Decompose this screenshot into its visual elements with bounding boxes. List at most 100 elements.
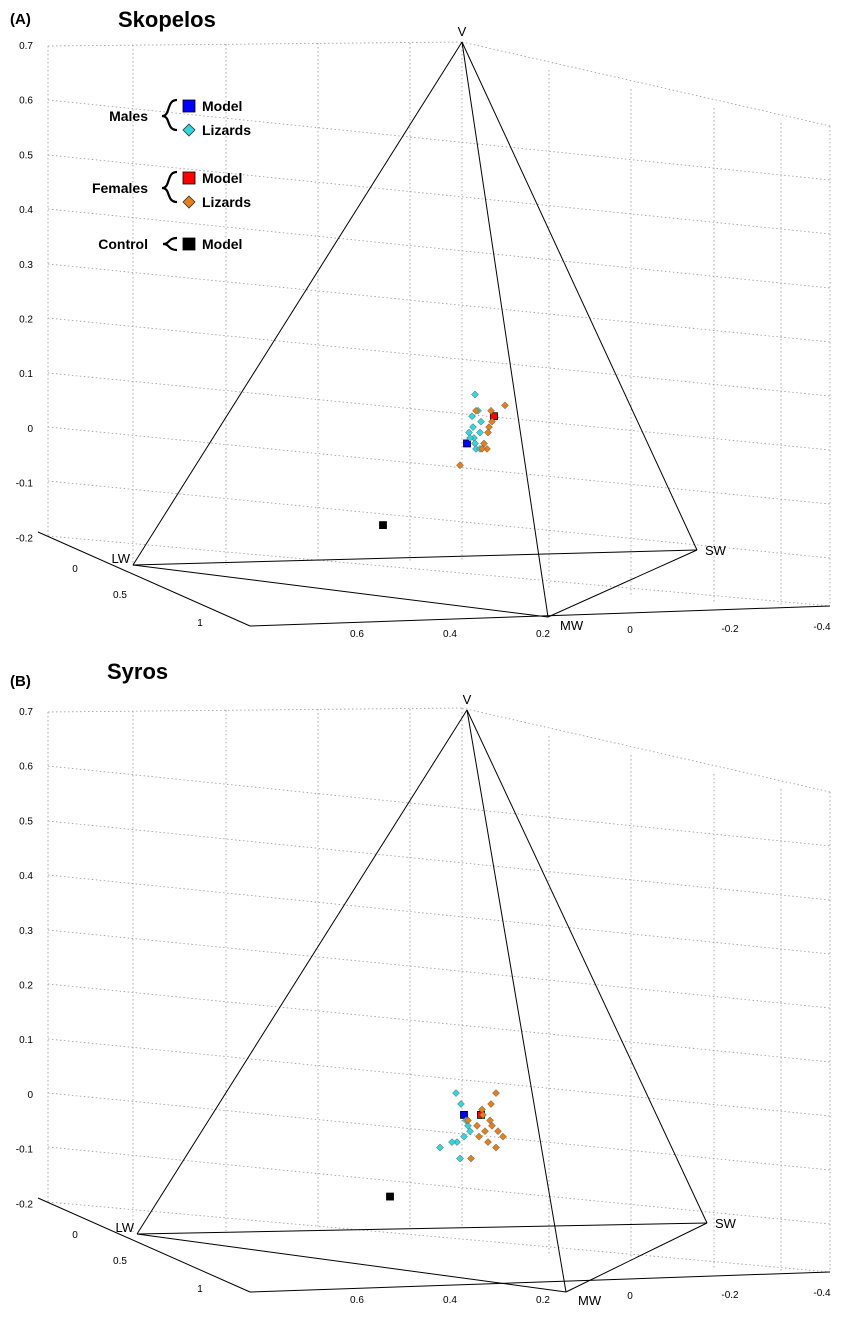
grid-line	[47, 317, 831, 397]
grid-line	[47, 765, 831, 847]
panel-label: (A)	[10, 11, 31, 28]
grid-line	[461, 41, 831, 127]
z-tick-label: 0.7	[19, 41, 33, 52]
data-point-females-lizards	[464, 1116, 472, 1125]
pyramid-edge-lw-sw	[132, 549, 698, 566]
grid-line	[47, 929, 831, 1009]
sw-axis-tick-label: -0.2	[721, 624, 739, 635]
legend-entry-label: Model	[202, 170, 242, 186]
grid-line	[461, 707, 831, 793]
panel-b-syros: 0.7 0.6 0.5 0.4 0.3 0.2 0.1 0 -0.1 -0.2 0 0.5 1 0.6 0.…	[10, 659, 831, 1308]
data-point-females-lizards	[487, 406, 495, 415]
grid-line	[47, 874, 831, 955]
z-tick-label: 0.5	[19, 150, 33, 161]
pyramid-edge-v-sw	[466, 709, 708, 1224]
grid-line	[47, 1146, 831, 1225]
data-point-males-lizards	[471, 439, 479, 448]
legend-group-label-males: Males	[109, 108, 148, 124]
grid-line	[47, 1092, 831, 1171]
vertex-label-sw: SW	[705, 543, 727, 558]
pyramid-edge-mw-sw	[547, 549, 698, 618]
z-tick-label: 0.4	[19, 871, 33, 882]
legend-marker-square	[182, 237, 196, 251]
mw-axis-tick-label: 0.2	[536, 1295, 550, 1306]
grid	[47, 41, 831, 607]
panel-title: Syros	[107, 659, 168, 684]
legend-brace	[162, 236, 178, 252]
grid-line	[47, 983, 831, 1063]
sw-axis-tick-label: 0	[627, 625, 633, 636]
pyramid-edge-v-sw	[461, 41, 698, 551]
grid-line	[47, 820, 831, 901]
pyramid-edge-lw-sw	[136, 1222, 708, 1235]
data-point-females-lizards	[480, 439, 488, 448]
floor-axis-mw	[249, 1271, 831, 1293]
z-tick-label: 0.1	[19, 1035, 33, 1046]
grid-line	[47, 480, 831, 559]
mw-axis-tick-label: 0.6	[350, 1295, 364, 1306]
grid-line	[47, 99, 831, 181]
grid-line	[47, 1201, 831, 1273]
data-points	[386, 1089, 507, 1201]
data-point-males-lizards	[468, 412, 476, 421]
pyramid-edge-lw-mw	[136, 1233, 567, 1293]
legend-marker-diamond	[182, 123, 196, 137]
panel-label: (B)	[10, 673, 31, 690]
data-point-females-lizards	[499, 1132, 507, 1141]
legend: Males Model Lizards Females Model Lizards Cont…	[92, 98, 251, 252]
data-point-females-lizards	[473, 1121, 481, 1130]
panel-a-skopelos: 0.7 0.6 0.5 0.4 0.3 0.2 0.1 0 -0.1 -0.2 0 0.5 1 0.6 0.…	[10, 7, 831, 640]
data-point-females-lizards	[484, 1138, 492, 1146]
mw-axis-tick-label: 0.4	[443, 1295, 457, 1306]
data-point-males-lizards	[477, 417, 485, 426]
panel-title: Skopelos	[118, 7, 216, 32]
pyramid-edge-lw-mw	[132, 564, 549, 618]
data-point-females-lizards	[488, 417, 496, 426]
legend-entry-label: Model	[202, 98, 242, 114]
sw-axis-tick-label: 0	[627, 1291, 633, 1302]
legend-entry-label: Lizards	[202, 194, 251, 210]
mw-axis-tick-label: 0.4	[443, 629, 457, 640]
z-tick-label: 0.3	[19, 260, 33, 271]
grid	[47, 707, 831, 1273]
data-point-females-lizards	[486, 1116, 494, 1125]
data-point-females-lizards	[492, 1143, 500, 1152]
data-point-females-lizards	[492, 1089, 500, 1097]
z-tick-label: 0	[27, 424, 33, 435]
legend-entry-label: Model	[202, 236, 242, 252]
data-point-males-lizards	[464, 1121, 472, 1130]
data-point-females-lizards	[472, 406, 480, 415]
z-tick-label: 0.6	[19, 96, 33, 107]
z-tick-label: -0.1	[16, 1145, 34, 1156]
data-point-males-lizards	[469, 423, 477, 431]
data-point-males-lizards	[436, 1143, 444, 1152]
data-point-females-lizards	[501, 401, 509, 410]
legend-brace	[161, 170, 178, 204]
legend-group-label-females: Females	[92, 180, 148, 196]
floor-axis-lw	[37, 1197, 251, 1293]
lw-axis-tick-label: 1	[197, 1284, 203, 1295]
data-point-females-lizards	[467, 1154, 475, 1163]
lw-axis-tick-label: 0.5	[113, 1256, 127, 1267]
data-point-females-lizards	[494, 1127, 502, 1136]
data-point-females-model	[490, 412, 498, 421]
z-tick-label: 0.3	[19, 926, 33, 937]
mw-axis-tick-label: 0.2	[536, 629, 550, 640]
data-point-males-lizards	[471, 390, 479, 399]
data-point-females-lizards	[456, 461, 464, 470]
data-point-control-model	[379, 521, 387, 530]
pyramid-edge-v-mw	[466, 709, 567, 1293]
data-points	[379, 390, 509, 530]
z-tick-label: 0.4	[19, 205, 33, 216]
data-point-control-model	[386, 1192, 394, 1201]
lw-axis-tick-label: 0	[72, 564, 78, 575]
z-tick-label: 0.6	[19, 762, 33, 773]
z-tick-label: 0	[27, 1090, 33, 1101]
grid-line	[47, 707, 463, 713]
pyramid-edge-mw-sw	[565, 1222, 708, 1293]
data-point-females-lizards	[487, 1100, 495, 1108]
grid-line	[47, 41, 463, 47]
data-point-males-lizards	[456, 1154, 464, 1163]
mw-axis-tick-label: 0.6	[350, 629, 364, 640]
vertex-label-lw: LW	[115, 1220, 134, 1235]
